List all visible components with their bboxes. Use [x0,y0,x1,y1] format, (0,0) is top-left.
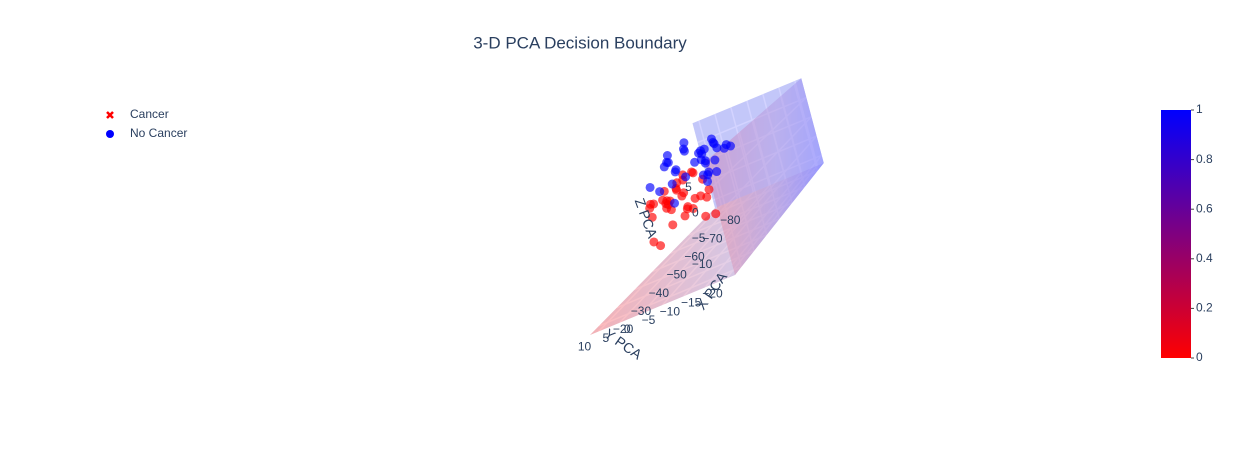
x-tick-label: −70 [702,231,723,245]
point [678,144,688,154]
point [681,172,691,182]
point [679,188,689,198]
x-tick-label: −60 [684,250,705,264]
point [645,182,655,192]
z-tick-label: 5 [685,180,692,194]
point [682,204,692,214]
colorbar-tick-label: 0.4 [1196,251,1213,265]
point [712,167,722,177]
y-tick-label: −20 [702,287,723,301]
x-tick-label: −80 [720,213,741,227]
legend-label: No Cancer [130,126,187,140]
x-tick-label: −20 [613,322,634,336]
point [710,155,720,165]
colorbar-tick-label: 0.2 [1196,301,1213,315]
scene [590,78,824,335]
z-tick-label: −10 [692,257,713,271]
point [703,176,713,186]
point [662,151,672,161]
point [670,198,680,208]
y-tick-label: −15 [681,296,702,310]
legend-symbol [106,130,114,138]
z-tick-label: 0 [692,206,699,220]
y-tick-label: −10 [660,304,681,318]
colorbar-tick-label: 1 [1196,102,1203,116]
boundary-surface [692,78,824,208]
point [704,167,714,177]
point [647,212,657,222]
y-tick-label: 10 [578,340,592,354]
point [700,156,710,166]
point [645,203,655,213]
point [655,187,665,197]
x-tick-label: −50 [667,268,688,282]
colorbar-tick-label: 0.8 [1196,152,1213,166]
chart-title: 3-D PCA Decision Boundary [473,33,687,52]
point [687,167,697,177]
colorbar-tick-label: 0 [1196,350,1203,364]
y-tick-label: 5 [603,331,610,345]
legend-label: Cancer [130,107,169,121]
y-tick-label: −5 [642,313,656,327]
colorbar-tick-label: 0.6 [1196,201,1213,215]
point [711,209,721,219]
point [649,237,659,247]
legend-symbol [106,111,114,119]
point [668,220,678,230]
x-tick-label: −30 [631,304,652,318]
point [721,140,731,150]
point [662,157,672,167]
point [696,191,706,201]
point [701,211,711,221]
colorbar [1161,110,1191,358]
x-tick-label: −40 [649,286,670,300]
point [709,139,719,149]
y-tick-label: 0 [624,322,631,336]
point [680,211,690,221]
point [704,184,714,194]
boundary-surface [590,163,824,335]
point [667,179,677,189]
point [656,241,666,251]
point [661,199,671,209]
point [670,167,680,177]
z-tick-label: −5 [692,231,706,245]
